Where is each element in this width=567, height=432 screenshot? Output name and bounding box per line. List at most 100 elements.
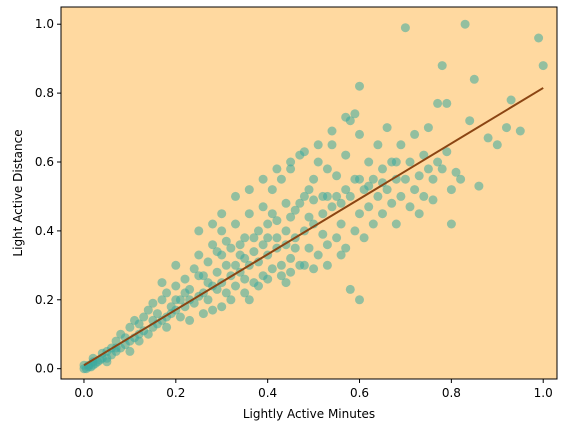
data-point [355,295,364,305]
data-point [405,202,415,212]
data-point [272,164,282,174]
data-point [318,229,328,239]
data-point [203,257,213,267]
data-point [240,288,250,298]
data-point [313,250,323,260]
data-point [428,195,438,205]
data-point [143,305,153,315]
data-point [345,191,355,201]
data-point [355,129,364,139]
data-point [322,240,332,250]
data-point [373,191,383,201]
data-point [414,209,424,219]
data-point [313,157,323,167]
data-point [208,219,218,229]
data-point [139,312,149,322]
data-point [194,250,204,260]
fit-line [83,87,544,367]
data-point [267,185,277,195]
data-point [217,209,227,219]
data-point [240,274,250,284]
data-point [299,260,309,270]
data-point [382,123,392,133]
data-point [327,126,337,136]
data-point [143,329,153,339]
data-point [263,219,273,229]
data-point [318,209,328,219]
data-point [281,278,291,288]
data-point [267,209,277,219]
x-tick-label: 0.0 [74,386,93,400]
data-point [267,264,277,274]
x-axis-ticks: 0.0 0.2 0.4 0.6 0.8 1.0 [74,379,553,400]
data-point [534,33,544,43]
data-point [442,98,452,108]
data-point [446,219,456,229]
y-tick-label: 1.0 [35,17,54,31]
data-point [208,240,218,250]
data-point [258,174,268,184]
data-point [231,260,240,270]
data-point [189,264,199,274]
data-point [378,209,387,219]
data-point [240,233,250,243]
data-point [336,219,346,229]
data-point [313,140,323,150]
data-point [538,61,548,71]
data-point [102,357,112,367]
data-point [355,209,364,219]
data-point [152,309,162,319]
data-point [400,174,410,184]
data-point [309,264,319,274]
data-point [423,164,433,174]
data-point [221,236,231,246]
data-point [162,322,172,332]
data-point [322,164,332,174]
data-point [341,185,351,195]
data-point [442,147,452,157]
data-point [244,295,254,305]
data-point [382,185,392,195]
data-point [332,171,342,181]
data-point [419,150,429,160]
data-point [446,185,456,195]
data-point [276,260,286,270]
points-layer [79,19,548,374]
data-point [327,202,337,212]
data-point [281,198,291,208]
data-point [322,260,332,270]
data-point [217,302,227,312]
data-point [203,278,213,288]
x-tick-label: 0.8 [442,386,461,400]
data-point [286,212,296,222]
data-point [286,267,296,277]
data-point [157,295,167,305]
data-point [336,198,346,208]
data-point [263,233,273,243]
data-point [290,243,300,253]
data-point [175,312,185,322]
data-point [244,185,254,195]
data-point [171,260,181,270]
data-point [212,267,222,277]
data-point [185,315,195,325]
data-point [355,81,364,91]
data-point [332,191,342,201]
y-tick-label: 0.4 [35,224,54,238]
data-point [341,112,351,122]
data-point [171,281,181,291]
data-point [254,226,263,236]
data-point [355,174,364,184]
y-axis-ticks: 0.0 0.2 0.4 0.6 0.8 1.0 [35,17,61,376]
data-point [249,233,259,243]
data-point [231,191,240,201]
data-point [437,61,447,71]
data-point [387,198,397,208]
data-point [350,226,360,236]
data-point [410,185,420,195]
data-point [502,123,511,133]
data-point [378,164,387,174]
data-point [235,240,245,250]
data-point [423,123,433,133]
data-point [433,157,443,167]
